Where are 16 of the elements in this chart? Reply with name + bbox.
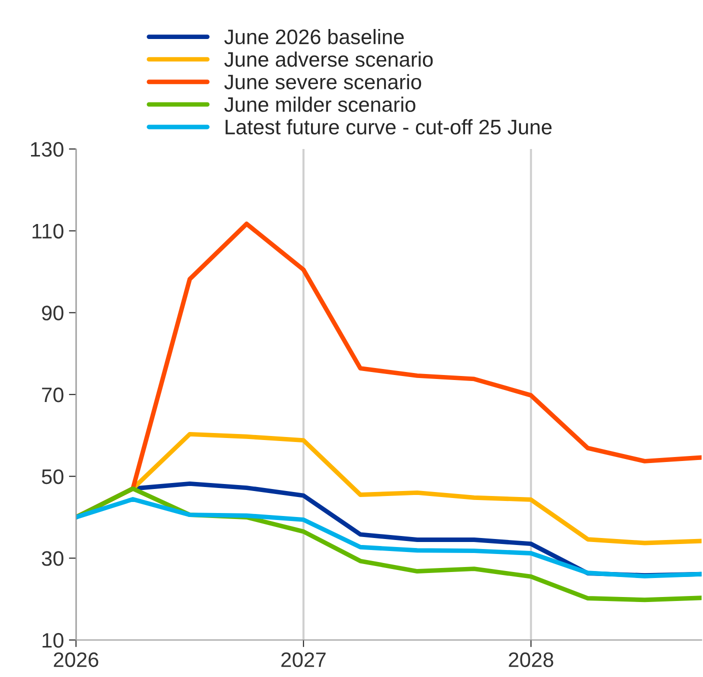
line-series bbox=[76, 497, 702, 578]
legend-label: June 2026 baseline bbox=[224, 28, 404, 44]
y-tick-label: 10 bbox=[42, 633, 64, 648]
y-tick-label: 30 bbox=[42, 551, 64, 566]
x-tick-label: 2026 bbox=[54, 652, 98, 668]
y-tick-label: 110 bbox=[32, 224, 64, 239]
x-tick-label: 2027 bbox=[281, 652, 326, 668]
y-tick-label: 90 bbox=[42, 306, 64, 320]
x-tick-label: 2028 bbox=[508, 652, 554, 668]
legend-label: June severe scenario bbox=[224, 74, 422, 90]
y-tick-label: 70 bbox=[42, 388, 64, 402]
legend-label: Latest future curve - cut-off 25 June bbox=[226, 119, 552, 134]
legend-label: June milder scenario bbox=[224, 96, 416, 112]
y-tick-label: 50 bbox=[42, 469, 64, 484]
y-tick-label: 130 bbox=[31, 142, 64, 157]
legend-label: June adverse scenario bbox=[224, 52, 433, 67]
